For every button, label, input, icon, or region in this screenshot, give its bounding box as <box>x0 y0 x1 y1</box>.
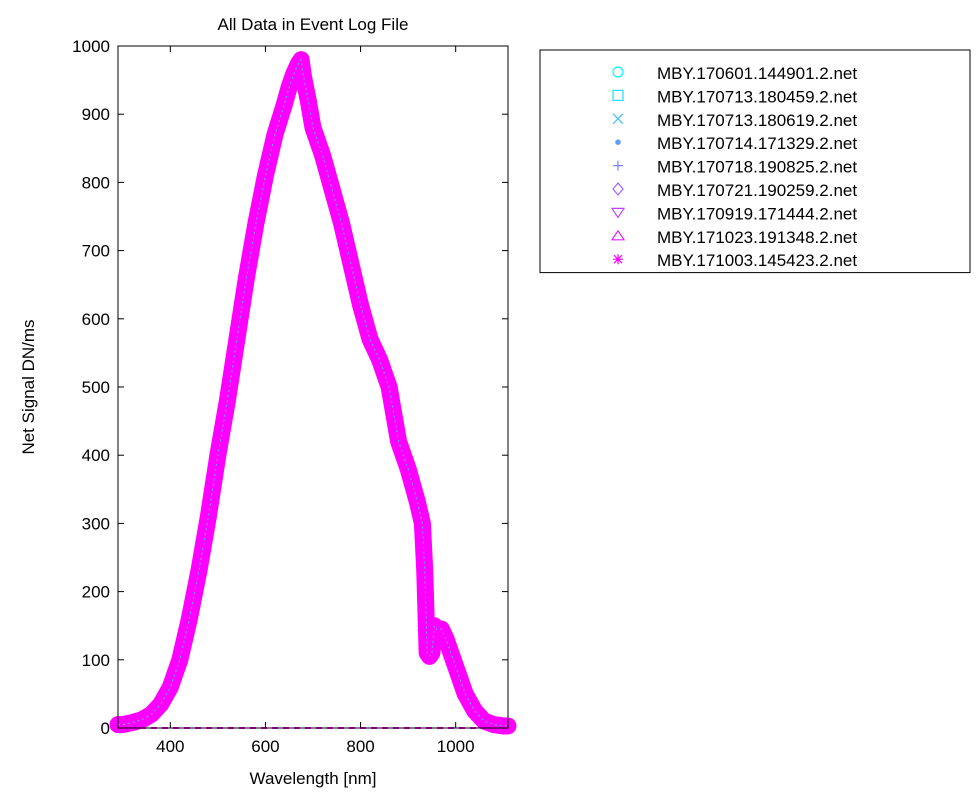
chart-title: All Data in Event Log File <box>218 15 409 34</box>
legend-marker-diamond <box>612 182 624 196</box>
y-tick-label: 600 <box>82 310 110 329</box>
legend-label: MBY.170714.171329.2.net <box>657 134 857 153</box>
y-tick-label: 1000 <box>72 37 110 56</box>
y-tick-label: 300 <box>82 514 110 533</box>
legend-marker-square <box>612 89 624 102</box>
legend-label: MBY.170713.180459.2.net <box>657 87 857 106</box>
x-tick-label: 600 <box>251 737 279 756</box>
spectrum-core-line <box>118 58 508 727</box>
y-tick-label: 0 <box>101 719 110 738</box>
y-tick-label: 400 <box>82 446 110 465</box>
legend-entry: MBY.170601.144901.2.net <box>612 64 857 83</box>
legend-entry: MBY.171023.191348.2.net <box>610 228 857 247</box>
y-tick-label: 500 <box>82 378 110 397</box>
legend-label: MBY.170713.180619.2.net <box>657 111 857 130</box>
legend-label: MBY.170601.144901.2.net <box>657 64 857 83</box>
x-axis-label: Wavelength [nm] <box>250 769 377 788</box>
legend-marker-plus <box>613 160 623 171</box>
y-axis-label: Net Signal DN/ms <box>19 319 38 454</box>
legend-marker-dot <box>615 139 621 146</box>
y-tick-label: 900 <box>82 105 110 124</box>
axes-layer: 400 600 800 1000 0 100 200 300 400 500 600 700 800 90… <box>72 37 508 756</box>
legend-entry: MBY.170713.180619.2.net <box>612 111 857 130</box>
legend-label: MBY.170718.190825.2.net <box>657 158 857 177</box>
y-tick-label: 800 <box>82 173 110 192</box>
y-tick-label: 200 <box>82 583 110 602</box>
legend-marker-triangle-down <box>610 207 626 219</box>
spectrum-band <box>109 51 517 735</box>
legend-label: MBY.170721.190259.2.net <box>657 181 857 200</box>
legend-label: MBY.171023.191348.2.net <box>657 228 857 247</box>
legend-label: MBY.171003.145423.2.net <box>657 251 857 270</box>
legend-marker-circle <box>612 66 624 78</box>
legend-marker-asterisk <box>613 254 623 265</box>
x-tick-label: 800 <box>346 737 374 756</box>
legend: MBY.170601.144901.2.net MBY.170713.180459… <box>539 49 971 274</box>
legend-box <box>539 49 971 274</box>
legend-entry: MBY.171003.145423.2.net <box>613 251 857 270</box>
legend-entry: MBY.170721.190259.2.net <box>612 181 857 200</box>
legend-marker-triangle-up <box>610 229 626 241</box>
spectrum-layer <box>109 51 517 735</box>
legend-label: MBY.170919.171444.2.net <box>657 204 857 223</box>
legend-entry: MBY.170919.171444.2.net <box>610 204 857 223</box>
legend-marker-x <box>612 113 624 125</box>
legend-entry: MBY.170713.180459.2.net <box>612 87 857 106</box>
legend-entry: MBY.170714.171329.2.net <box>615 134 857 153</box>
y-tick-label: 700 <box>82 242 110 261</box>
x-tick-label: 1000 <box>437 737 475 756</box>
legend-entry: MBY.170718.190825.2.net <box>613 158 857 177</box>
x-tick-label: 400 <box>156 737 184 756</box>
y-tick-label: 100 <box>82 651 110 670</box>
